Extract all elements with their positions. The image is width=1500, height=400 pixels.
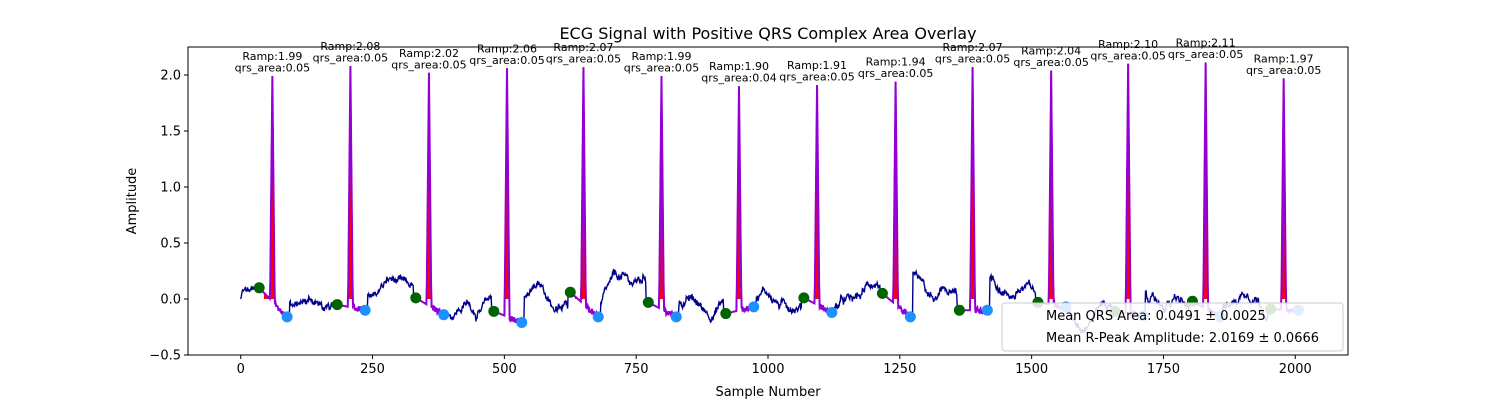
qrs-area-label: qrs_area:0.05 (546, 53, 621, 66)
qrs-offset-marker (670, 311, 682, 323)
qrs-segment-line (881, 81, 912, 320)
qrs-area-label: qrs_area:0.05 (469, 54, 544, 67)
qrs-segment-line (569, 67, 600, 320)
qrs-onset-marker (953, 304, 965, 316)
x-tick-label: 0 (237, 362, 245, 377)
signal-layer (240, 62, 1297, 334)
x-axis: 0 250 500 750 1000 1250 1500 1750 2000 (237, 355, 1312, 377)
legend-entry-mean-r-peak-amplitude: Mean R-Peak Amplitude: 2.0169 ± 0.0666 (1046, 331, 1319, 346)
r-amplitude-label: Ramp:1.99 (631, 50, 691, 63)
y-tick-label: 0.5 (160, 237, 181, 252)
x-axis-label: Sample Number (715, 385, 821, 400)
r-amplitude-label: Ramp:2.02 (399, 47, 459, 60)
qrs-area-label: qrs_area:0.05 (1013, 56, 1088, 69)
qrs-offset-marker (281, 311, 293, 323)
qrs-offset-marker (904, 311, 916, 323)
x-tick-label: 1750 (1147, 362, 1180, 377)
qrs-onset-marker (253, 282, 265, 294)
r-amplitude-label: Ramp:2.11 (1176, 37, 1236, 50)
x-tick-label: 1500 (1015, 362, 1048, 377)
x-tick-label: 1000 (751, 362, 784, 377)
qrs-onset-marker (488, 305, 500, 317)
qrs-onset-marker (720, 308, 732, 320)
r-amplitude-label: Ramp:1.91 (787, 59, 847, 72)
qrs-area-label: qrs_area:0.05 (1168, 48, 1243, 61)
qrs-offset-marker (826, 306, 838, 318)
r-amplitude-label: Ramp:2.06 (477, 42, 537, 55)
qrs-area-label: qrs_area:0.04 (701, 72, 776, 85)
x-tick-label: 1250 (883, 362, 916, 377)
r-amplitude-label: Ramp:2.07 (943, 41, 1003, 54)
legend-box (1001, 302, 1344, 352)
qrs-onset-marker (798, 292, 810, 304)
ecg-signal-line (240, 62, 1296, 334)
legend: Mean QRS Area: 0.0491 ± 0.0025 Mean R-Pe… (1001, 302, 1344, 352)
y-axis-label: Amplitude (125, 168, 140, 235)
y-tick-label: 2.0 (160, 69, 181, 84)
r-amplitude-label: Ramp:1.97 (1254, 52, 1314, 65)
r-amplitude-label: Ramp:1.90 (709, 60, 769, 73)
qrs-onset-marker (564, 286, 576, 298)
y-axis: −0.5 0.0 0.5 1.0 1.5 2.0 (149, 69, 188, 364)
qrs-area-label: qrs_area:0.05 (779, 71, 854, 84)
r-amplitude-label: Ramp:1.94 (866, 56, 926, 69)
legend-entry-mean-qrs-area: Mean QRS Area: 0.0491 ± 0.0025 (1046, 309, 1266, 324)
r-amplitude-label: Ramp:2.07 (553, 41, 613, 54)
x-tick-label: 500 (492, 362, 517, 377)
qrs-onset-marker (876, 287, 888, 299)
qrs-area-label: qrs_area:0.05 (858, 67, 933, 80)
qrs-segment-line (258, 76, 289, 322)
qrs-offset-marker (592, 311, 604, 323)
qrs-area-label: qrs_area:0.05 (935, 53, 1010, 66)
y-tick-label: −0.5 (149, 349, 181, 364)
r-amplitude-label: Ramp:2.10 (1098, 38, 1158, 51)
y-tick-label: 1.5 (160, 125, 181, 140)
y-tick-label: 1.0 (160, 181, 181, 196)
qrs-area-label: qrs_area:0.05 (624, 62, 699, 75)
x-tick-label: 250 (360, 362, 385, 377)
qrs-area-label: qrs_area:0.05 (1090, 49, 1165, 62)
annotation-layer: Ramp:1.99qrs_area:0.05Ramp:2.08qrs_area:… (235, 37, 1322, 85)
qrs-onset-marker (410, 292, 422, 304)
chart-title: ECG Signal with Positive QRS Complex Are… (559, 24, 976, 43)
qrs-area-label: qrs_area:0.05 (391, 58, 466, 71)
qrs-offset-marker (748, 301, 760, 313)
r-amplitude-label: Ramp:1.99 (242, 50, 302, 63)
qrs-onset-marker (642, 296, 654, 308)
qrs-onset-marker (331, 299, 343, 311)
qrs-offset-marker (981, 304, 993, 316)
qrs-offset-marker (516, 317, 528, 329)
x-tick-label: 750 (624, 362, 649, 377)
qrs-offset-marker (359, 304, 371, 316)
qrs-area-label: qrs_area:0.05 (313, 52, 388, 65)
r-amplitude-label: Ramp:2.04 (1021, 45, 1081, 58)
qrs-area-label: qrs_area:0.05 (235, 62, 310, 75)
qrs-offset-marker (438, 309, 450, 321)
x-tick-label: 2000 (1279, 362, 1312, 377)
qrs-area-label: qrs_area:0.05 (1246, 64, 1321, 77)
y-tick-label: 0.0 (160, 293, 181, 308)
